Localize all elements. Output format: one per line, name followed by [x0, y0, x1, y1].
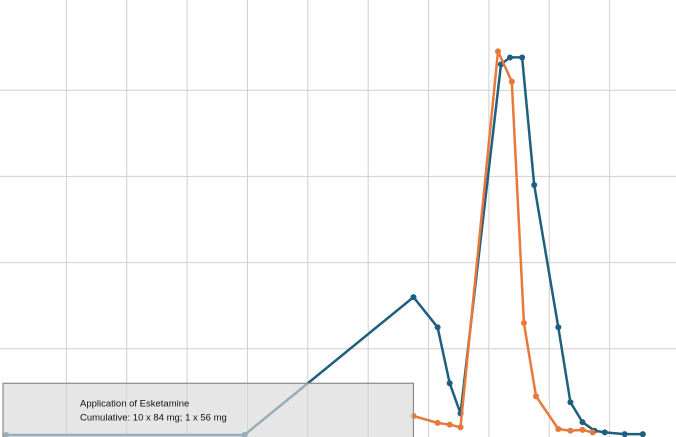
- series-1-point: [567, 399, 574, 406]
- series-2-point: [494, 48, 501, 55]
- series-1-point: [531, 182, 538, 189]
- series-1-point: [579, 419, 586, 426]
- series-1-point: [555, 324, 562, 331]
- series-1-point: [410, 294, 417, 301]
- series-1-point: [639, 431, 646, 437]
- series-2-point: [446, 421, 453, 428]
- series-2-point: [457, 424, 464, 431]
- series-1-point: [434, 324, 441, 331]
- series-1-point: [519, 54, 526, 61]
- series-2-point: [567, 427, 574, 434]
- series-2-point: [434, 419, 441, 426]
- series-1-line: [4, 56, 645, 437]
- series-2-point: [579, 426, 586, 433]
- series-2-point: [508, 78, 515, 85]
- series-2-point: [555, 425, 562, 432]
- series-2-point: [589, 429, 596, 436]
- series-1-point: [601, 429, 608, 436]
- annotation: Application of Esketamine Cumulative: 10…: [2, 382, 415, 437]
- annotation-title: Application of Esketamine: [80, 398, 189, 409]
- annotation-box: [2, 382, 415, 437]
- series-2-point: [520, 319, 527, 326]
- series-1-point: [621, 431, 628, 437]
- annotation-subtitle: Cumulative: 10 x 84 mg; 1 x 56 mg: [80, 412, 227, 423]
- series-layer: [3, 48, 646, 437]
- series-1-point: [446, 380, 453, 387]
- series-2-point: [532, 393, 539, 400]
- series-1-point: [507, 54, 514, 61]
